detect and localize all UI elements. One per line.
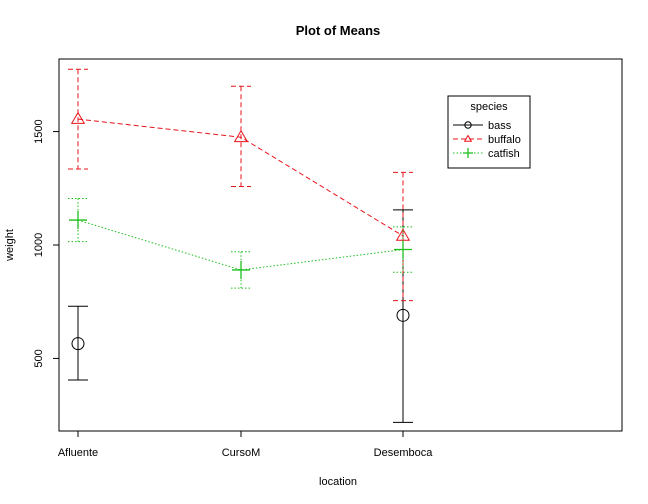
legend-marker-buffalo [463, 134, 473, 142]
legend: species bass buffalo catfish [447, 95, 531, 169]
series-catfish [68, 198, 413, 289]
y-tick-label: 500 [33, 349, 45, 367]
x-axis: Afluente CursoM Desemboca [58, 430, 434, 459]
point-bass [71, 337, 85, 351]
series-line-buffalo [77, 118, 404, 237]
legend-label-buffalo: buffalo [488, 134, 521, 146]
point-catfish [69, 211, 87, 230]
point-catfish [232, 260, 250, 279]
point-bass [396, 308, 410, 322]
series-layer [68, 68, 413, 423]
legend-label-catfish: catfish [488, 148, 520, 160]
x-tick-label: CursoM [222, 447, 261, 459]
y-axis: 500 1000 1500 [33, 119, 60, 368]
legend-title: species [470, 101, 508, 113]
legend-box [447, 95, 531, 169]
legend-marker-catfish [463, 148, 473, 158]
y-tick-label: 1500 [33, 119, 45, 143]
x-axis-label: location [319, 476, 357, 488]
point-catfish [394, 240, 412, 259]
point-buffalo [70, 111, 86, 124]
point-buffalo [233, 129, 249, 143]
x-tick-label: Afluente [58, 447, 98, 459]
point-buffalo [395, 228, 411, 241]
y-axis-label: weight [4, 229, 16, 262]
x-tick-label: Desemboca [374, 447, 434, 459]
legend-marker-bass [464, 121, 472, 129]
plot-area [58, 58, 623, 432]
legend-label-bass: bass [488, 120, 512, 132]
series-buffalo [68, 68, 413, 302]
y-tick-label: 1000 [33, 233, 45, 257]
series-bass [68, 209, 413, 423]
chart-title: Plot of Means [296, 23, 381, 38]
series-line-catfish [77, 219, 404, 271]
